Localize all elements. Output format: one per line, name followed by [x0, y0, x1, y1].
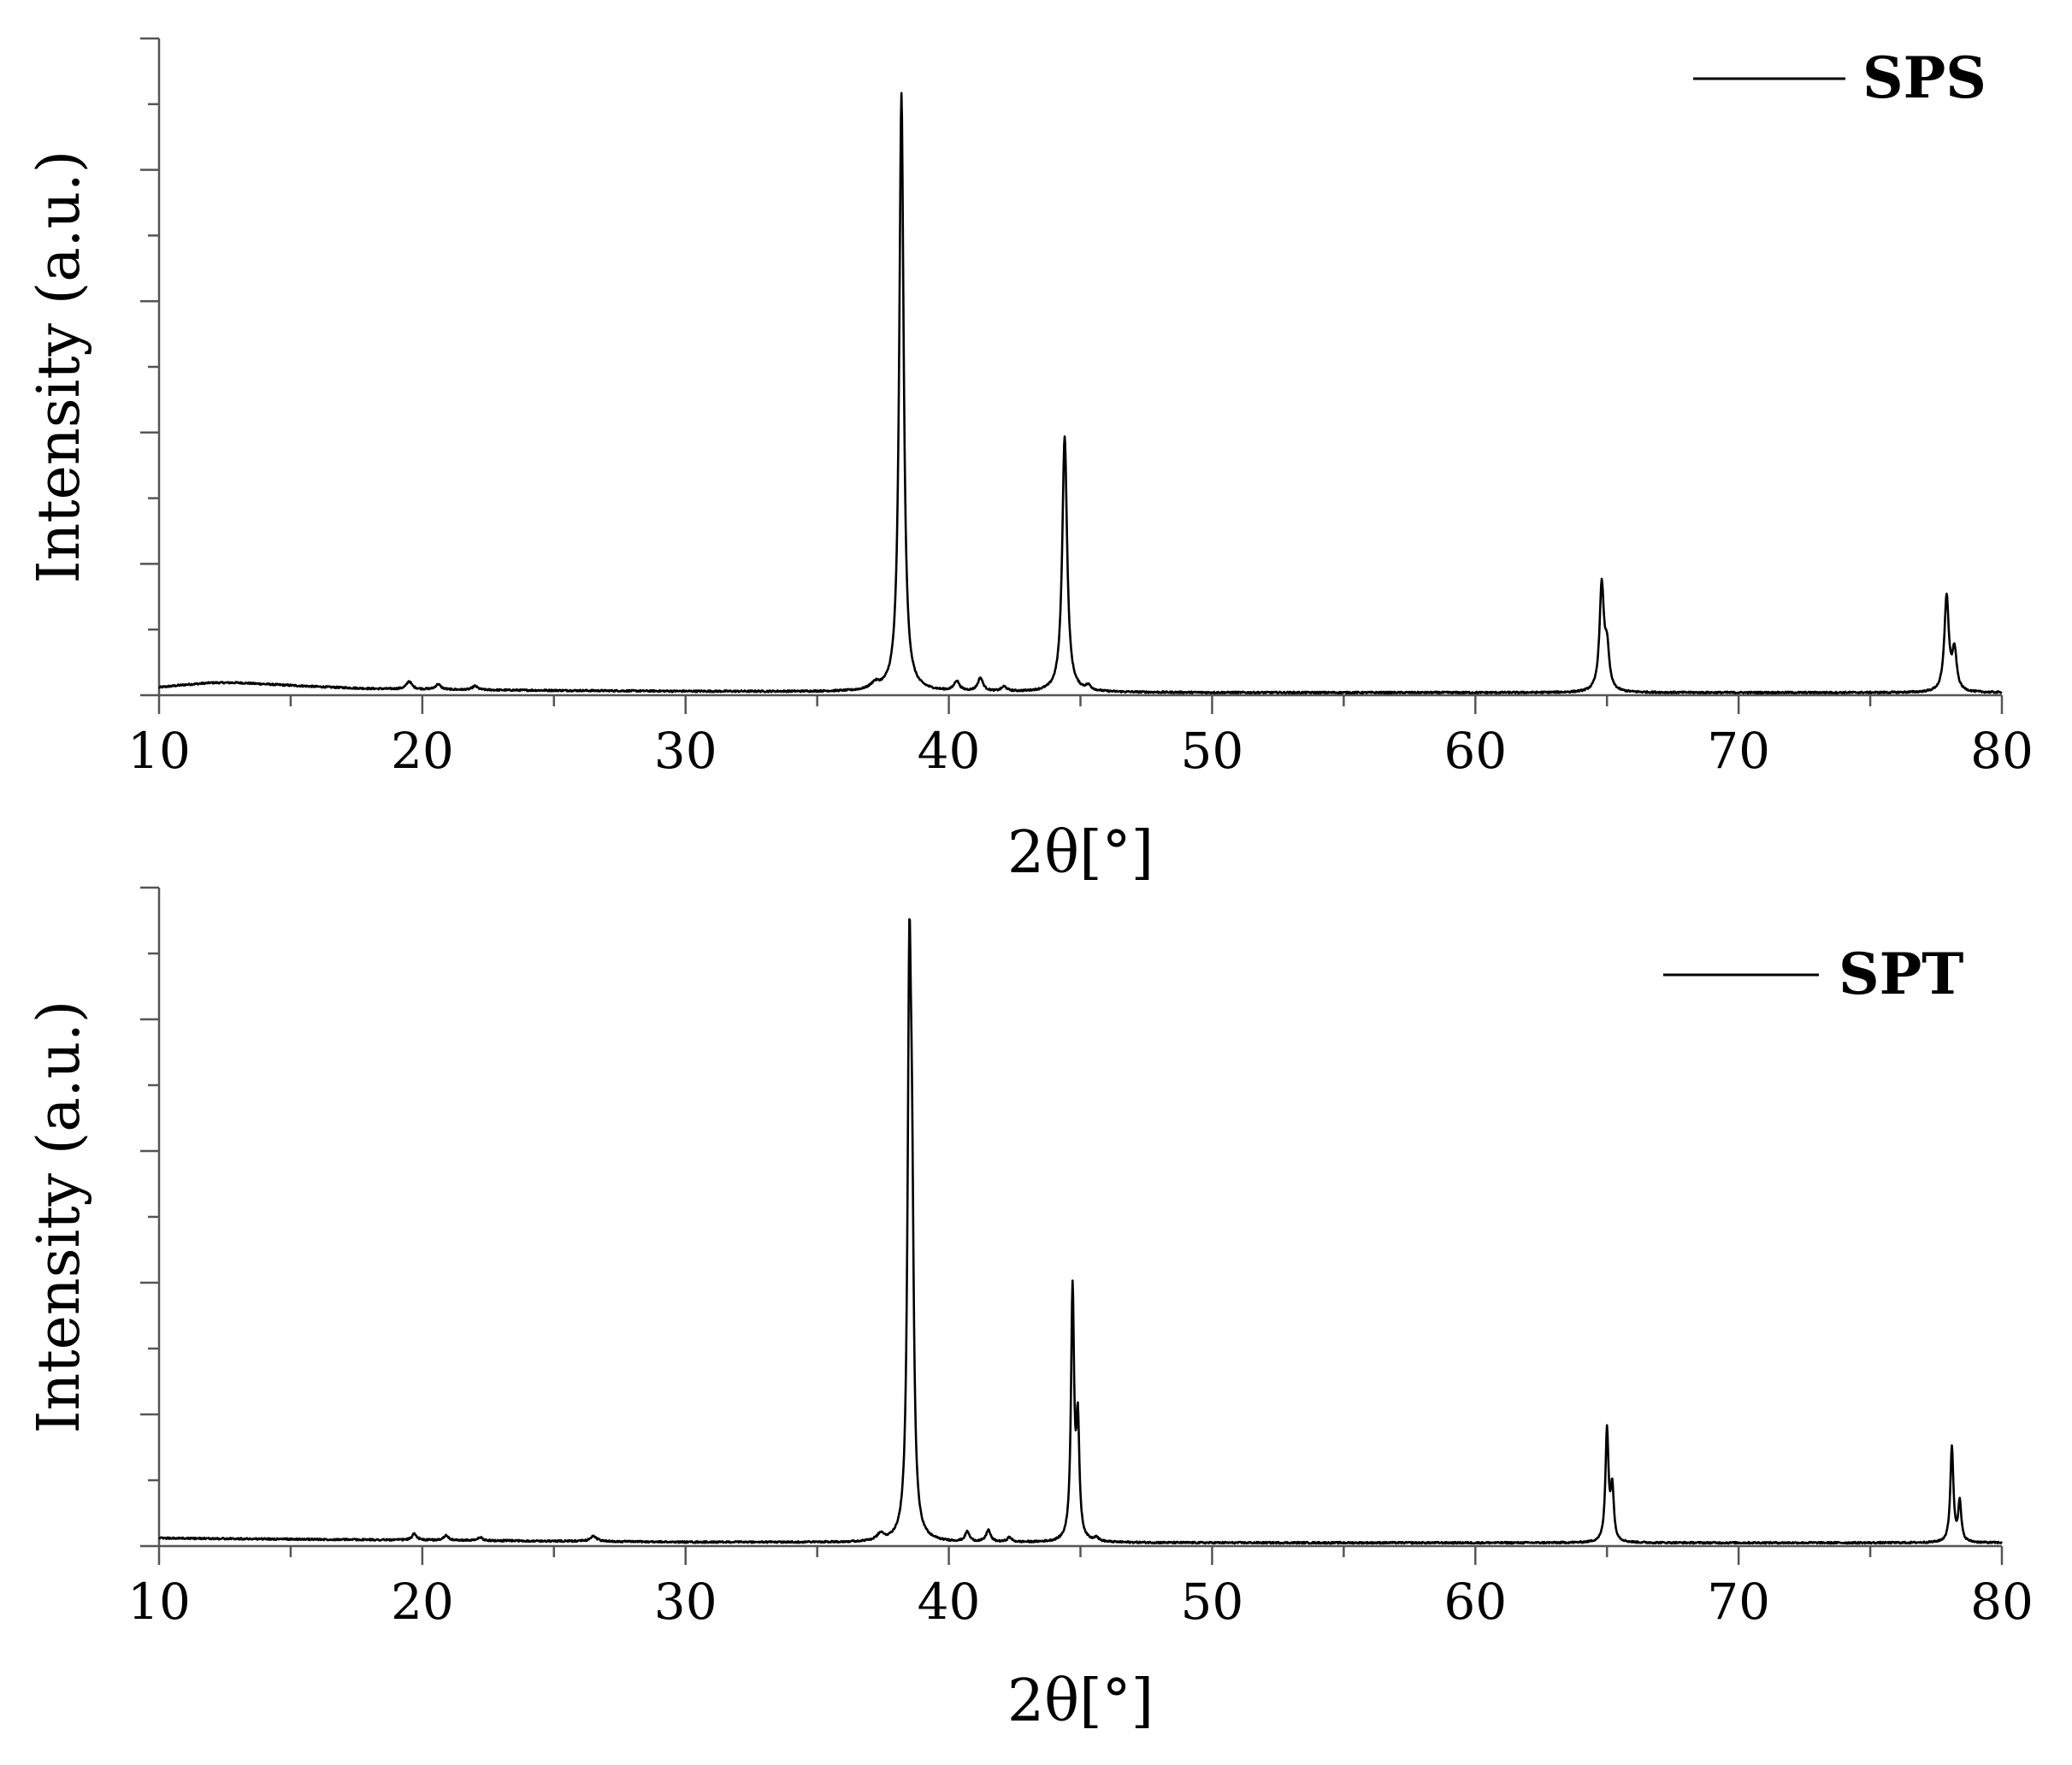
- x-tick-label: 30: [654, 722, 717, 780]
- x-tick-label: 70: [1707, 722, 1770, 780]
- x-tick-label: 50: [1181, 1573, 1244, 1631]
- x-tick-label: 10: [127, 722, 191, 780]
- legend: SPS: [1693, 44, 1986, 111]
- x-tick-label: 70: [1707, 1573, 1770, 1631]
- x-tick-label: 60: [1443, 722, 1507, 780]
- x-tick-label: 40: [918, 1573, 981, 1631]
- y-axis-title: Intensity (a.u.): [26, 151, 93, 584]
- x-tick-label: 80: [1970, 1573, 2034, 1631]
- x-tick-label: 80: [1970, 722, 2034, 780]
- x-tick-label: 10: [127, 1573, 191, 1631]
- x-tick-label: 40: [918, 722, 981, 780]
- x-axis-title: 2θ[°]: [1007, 1668, 1154, 1735]
- series-line-spt: [158, 918, 2003, 1545]
- legend-label: SPS: [1862, 44, 1986, 111]
- series-line-sps: [158, 91, 2003, 695]
- chart-panel-1: 10 20 30 40 50 60 70 80 2θ[°] Intensity (a.u.) SPS: [26, 37, 2034, 887]
- x-tick-label: 20: [391, 722, 454, 780]
- legend-label: SPT: [1839, 941, 1963, 1007]
- y-axis-title: Intensity (a.u.): [26, 1001, 93, 1434]
- x-tick-label: 50: [1181, 722, 1244, 780]
- legend: SPT: [1663, 941, 1963, 1007]
- x-tick-label: 60: [1443, 1573, 1507, 1631]
- x-tick-label: 30: [654, 1573, 717, 1631]
- x-axis-title: 2θ[°]: [1007, 819, 1154, 887]
- chart-panel-2: 10 20 30 40 50 60 70 80 2θ[°] Intensity (a.u.) SPT: [26, 886, 2034, 1735]
- x-tick-label: 20: [391, 1573, 454, 1631]
